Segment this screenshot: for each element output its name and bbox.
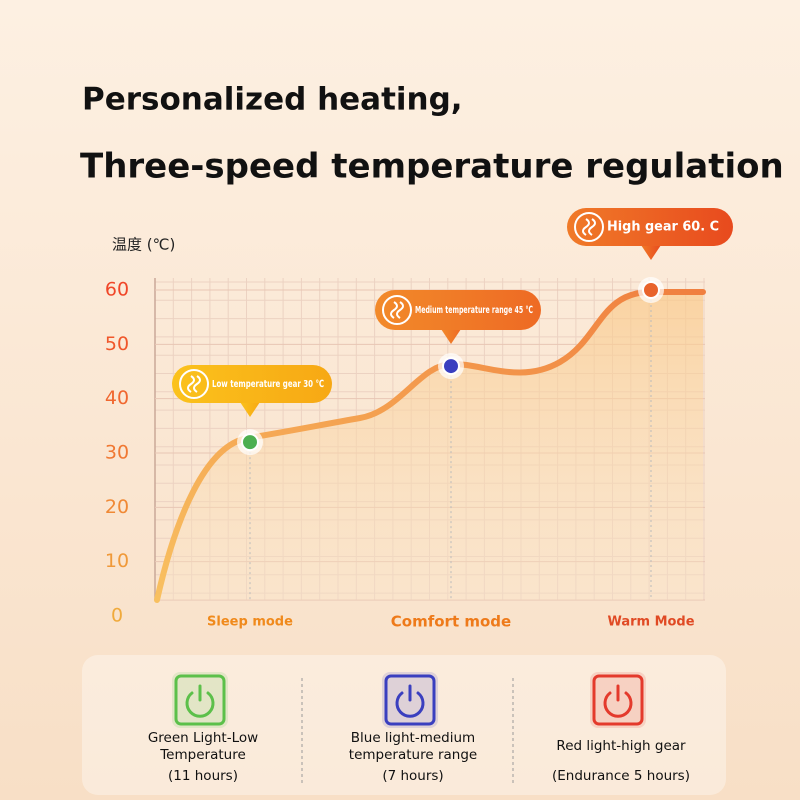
annotation-text: Medium temperature range 45 ℃ [415, 305, 533, 316]
annotation-icon [179, 369, 209, 399]
legend-note: (7 hours) [382, 768, 443, 784]
y-tick-label: 20 [105, 496, 129, 518]
annotation-bubble [567, 208, 733, 246]
annotation-pointer [641, 245, 661, 260]
legend-note: (Endurance 5 hours) [552, 768, 690, 784]
legend-label: temperature range [349, 747, 477, 763]
y-tick-label: 60 [105, 279, 129, 301]
annotation-text: High gear 60. C [607, 220, 719, 235]
power-icon [603, 691, 633, 718]
plot: Sleep mode Low temperature gear 30 ℃ Comfo… [172, 208, 733, 631]
annotation-icon [382, 295, 412, 325]
annotation-bubble [375, 290, 541, 330]
category-label: Comfort mode [391, 613, 511, 631]
area [157, 292, 703, 600]
point [241, 433, 259, 452]
power-icon [185, 691, 215, 718]
legend-note: (11 hours) [168, 768, 238, 784]
y-tick-label: 30 [105, 442, 129, 464]
annotation-icon [582, 218, 596, 236]
annotation-text: Low temperature gear 30 ℃ [212, 379, 324, 390]
y-tick-label: 10 [105, 550, 129, 572]
legend-label: Red light-high gear [556, 738, 686, 754]
category-label: Sleep mode [207, 615, 293, 630]
annotation-bubble [172, 365, 332, 403]
legend-label: Green Light-Low [148, 730, 258, 746]
y-tick-label: 50 [105, 333, 129, 355]
power-icon [592, 674, 644, 726]
title-line: Three-speed temperature regulation [80, 147, 784, 187]
annotation-icon [574, 212, 604, 242]
y-tick-label: 40 [105, 387, 129, 409]
annotation-pointer [240, 402, 260, 417]
annotation-icon [390, 301, 404, 319]
annotation-pointer [441, 329, 461, 344]
point [442, 357, 460, 376]
point [642, 281, 660, 299]
y-axis-label: 温度 (℃) [112, 236, 175, 254]
power-icon [395, 691, 425, 718]
annotation-icon [187, 375, 201, 393]
y-tick-label: 0 [111, 605, 123, 627]
legend-label: Blue light-medium [351, 730, 475, 746]
legend-label: Temperature [159, 747, 246, 763]
power-icon [384, 674, 436, 726]
category-label: Warm Mode [607, 615, 694, 630]
title-line: Personalized heating, [82, 82, 463, 118]
power-icon [174, 674, 226, 726]
curve [154, 289, 706, 603]
